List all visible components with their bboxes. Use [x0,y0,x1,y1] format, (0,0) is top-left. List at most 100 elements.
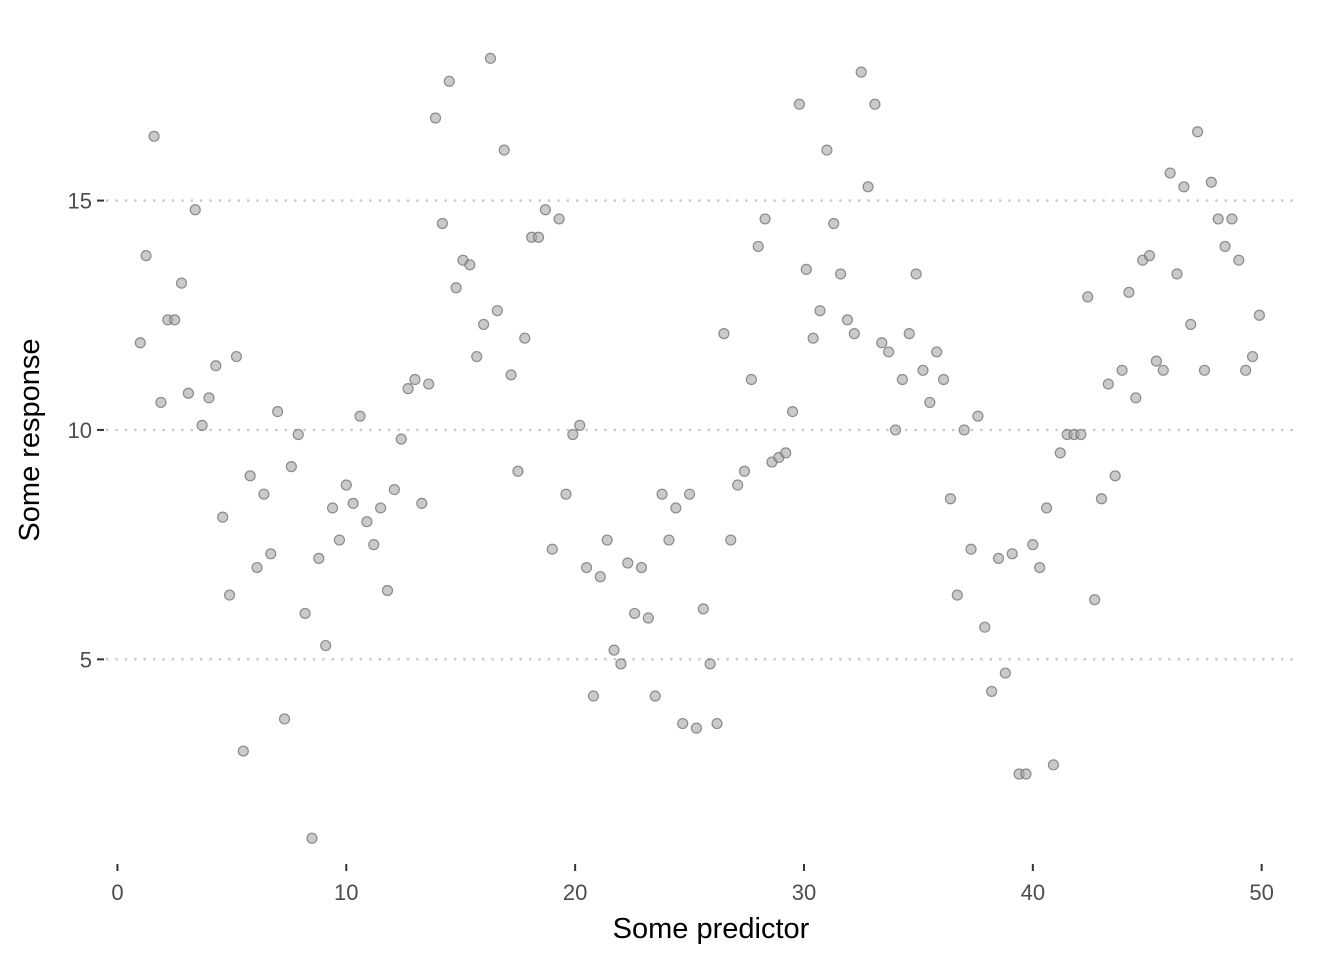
data-point [223,589,236,601]
data-point [738,465,751,477]
data-point [567,428,579,441]
data-point [1034,561,1046,574]
data-point [182,387,194,399]
data-point [313,552,325,564]
data-point [230,350,243,363]
data-point [217,511,229,523]
data-point [793,98,806,110]
data-point [498,144,510,156]
data-point [140,250,152,262]
data-point [649,690,661,702]
data-point [615,658,627,670]
data-point [1040,502,1053,514]
data-point [251,561,263,574]
data-point [889,424,902,436]
data-point [876,337,888,349]
data-point [532,231,545,243]
data-point [704,658,716,670]
data-point [972,410,984,422]
data-point [265,548,277,560]
data-point [951,589,963,601]
data-point [656,488,668,500]
data-point [1143,250,1156,262]
data-point [1171,268,1183,280]
data-point [1109,470,1121,482]
data-point [409,373,421,386]
data-point [560,488,572,500]
data-point [340,479,352,491]
data-point [690,722,703,734]
data-point [677,717,689,730]
data-point [292,428,304,441]
data-point [965,543,977,555]
data-point [937,373,950,386]
data-point [148,130,160,142]
data-point [1130,392,1142,404]
data-point [306,832,318,844]
data-point [169,314,181,326]
data-point [443,75,455,87]
data-point [471,350,483,363]
data-point [931,346,943,358]
data-point [725,534,737,546]
data-point [944,493,957,505]
data-point [484,52,497,64]
x-axis-title: Some predictor [613,913,810,945]
data-point [594,571,606,583]
x-tick-label: 10 [334,880,358,905]
data-point [683,488,696,500]
data-point [1219,240,1231,253]
data-point [477,318,490,331]
data-point [622,557,634,569]
data-point [1006,548,1018,560]
data-point [958,424,970,436]
data-point [539,204,551,216]
data-point [285,461,297,473]
data-point [1116,364,1128,376]
data-point [917,364,929,376]
data-point [587,690,600,702]
data-point [1164,167,1176,179]
data-point [354,410,366,422]
data-points [134,52,1265,844]
data-point [642,612,654,624]
data-point [697,603,709,615]
data-point [780,447,792,459]
data-point [464,259,476,271]
data-point [999,667,1011,679]
data-point [436,217,449,230]
data-point [416,497,428,509]
data-point [210,360,222,372]
data-point [834,268,847,280]
data-point [1198,364,1211,376]
data-point [759,213,771,225]
data-point [189,204,201,216]
data-point [244,470,256,482]
x-tick-label: 30 [792,880,816,905]
data-point [395,433,407,445]
data-point [711,717,723,730]
data-point [1027,539,1039,551]
data-point [375,502,387,514]
data-point [924,396,936,409]
data-point [1123,286,1135,298]
data-point [1082,291,1094,303]
data-point [862,181,874,193]
data-point [553,213,565,225]
data-point [203,392,215,404]
data-point [869,98,881,110]
data-point [1102,378,1114,390]
data-point [828,217,840,230]
gridlines [106,199,1296,661]
data-point [635,561,648,574]
data-point [807,332,819,344]
data-point [855,66,867,78]
x-axis: 0 10 20 30 40 50 [111,864,1274,905]
x-tick-label: 0 [111,880,123,905]
data-point [1089,594,1101,606]
data-point [381,584,394,597]
data-point [718,328,730,340]
data-point [272,405,284,418]
data-point [512,465,524,477]
data-point [1157,364,1169,376]
